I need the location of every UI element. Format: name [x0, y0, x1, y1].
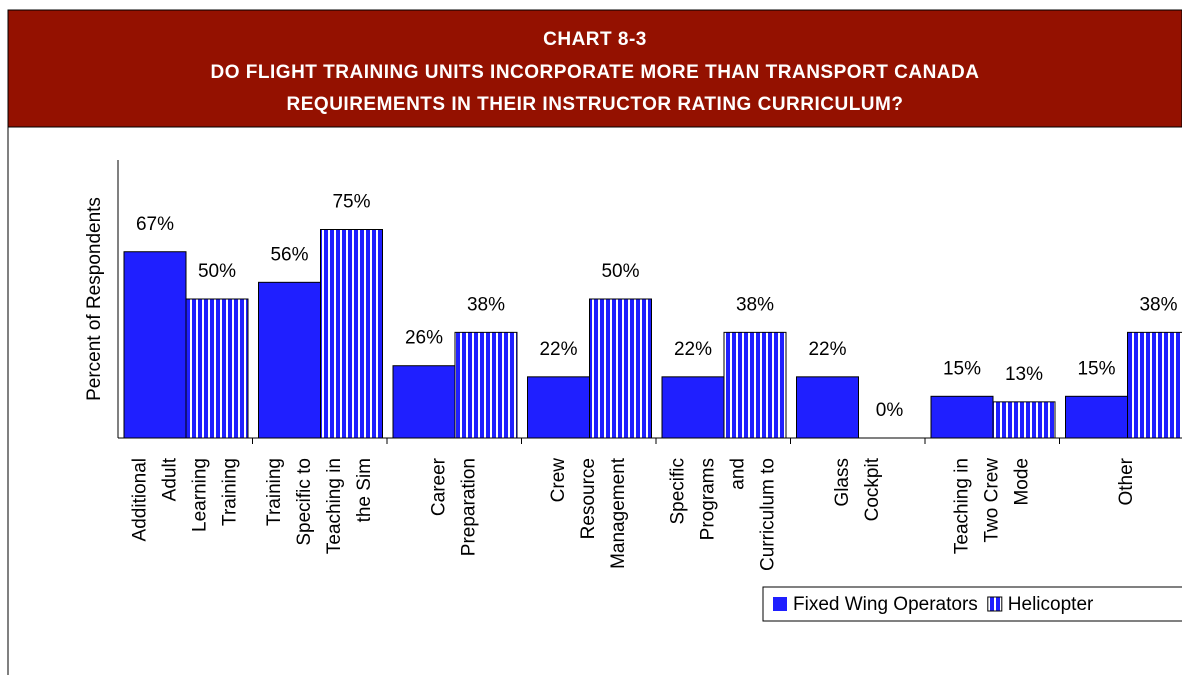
value-label: 0% — [876, 400, 904, 421]
x-tick-label: Glass — [832, 458, 853, 507]
bar — [1127, 331, 1182, 439]
legend-swatch — [773, 597, 787, 611]
x-tick-label: Resource — [578, 458, 599, 539]
x-tick-label: Two Crew — [981, 458, 1002, 543]
value-label: 22% — [674, 339, 712, 360]
x-tick-label: the Sim — [354, 458, 375, 522]
value-label: 22% — [539, 339, 577, 360]
bar — [930, 395, 994, 439]
value-label: 38% — [1139, 294, 1177, 315]
header-band — [7, 9, 1182, 128]
value-label: 75% — [332, 192, 370, 213]
x-tick-label: Learning — [189, 458, 210, 532]
value-label: 13% — [1005, 364, 1043, 385]
legend-label: Fixed Wing Operators — [793, 594, 978, 615]
value-label: 50% — [601, 261, 639, 282]
bar — [258, 281, 321, 439]
bar — [796, 376, 859, 439]
bar — [392, 365, 456, 439]
x-tick-label: Cockpit — [862, 457, 883, 521]
value-label: 38% — [467, 294, 505, 315]
bar — [1065, 395, 1128, 439]
bar — [454, 331, 518, 439]
x-tick-label: Specific — [667, 458, 688, 525]
legend-box — [762, 586, 1182, 622]
value-label: 38% — [736, 294, 774, 315]
x-tick-label: Training — [219, 458, 240, 526]
bar — [123, 251, 187, 439]
value-label: 15% — [943, 358, 981, 379]
x-tick-label: Teaching in — [951, 458, 972, 554]
value-label: 26% — [405, 328, 443, 349]
value-label: 22% — [808, 339, 846, 360]
x-tick-label: Teaching in — [324, 458, 345, 554]
value-label: 50% — [198, 261, 236, 282]
x-tick-label: and — [727, 458, 748, 490]
bar — [661, 376, 725, 439]
x-tick-label: Curriculum to — [757, 458, 778, 571]
y-axis-label: Percent of Respondents — [84, 197, 105, 401]
bar — [527, 376, 590, 439]
bar — [320, 229, 383, 439]
x-tick-label: Preparation — [458, 458, 479, 556]
x-tick-label: Adult — [159, 457, 180, 501]
x-tick-label: Other — [1116, 457, 1137, 505]
title-line: REQUIREMENTS IN THEIR INSTRUCTOR RATING … — [287, 94, 904, 115]
bar — [185, 298, 249, 439]
x-tick-label: Career — [428, 457, 449, 516]
bar — [589, 298, 652, 439]
x-tick-label: Mode — [1011, 458, 1032, 506]
x-tick-label: Crew — [548, 458, 569, 503]
title-line: DO FLIGHT TRAINING UNITS INCORPORATE MOR… — [211, 62, 980, 83]
legend-swatch — [987, 596, 1003, 612]
value-label: 56% — [270, 244, 308, 265]
x-tick-label: Management — [608, 457, 629, 569]
title-line: CHART 8-3 — [543, 29, 647, 50]
x-tick-label: Programs — [697, 458, 718, 540]
value-label: 15% — [1077, 358, 1115, 379]
x-tick-label: Specific to — [294, 458, 315, 546]
bar — [723, 331, 787, 439]
value-label: 67% — [136, 214, 174, 235]
bar — [992, 401, 1056, 439]
legend-label: Helicopter — [1008, 594, 1094, 615]
x-tick-label: Additional — [129, 458, 150, 541]
x-tick-label: Training — [264, 458, 285, 526]
